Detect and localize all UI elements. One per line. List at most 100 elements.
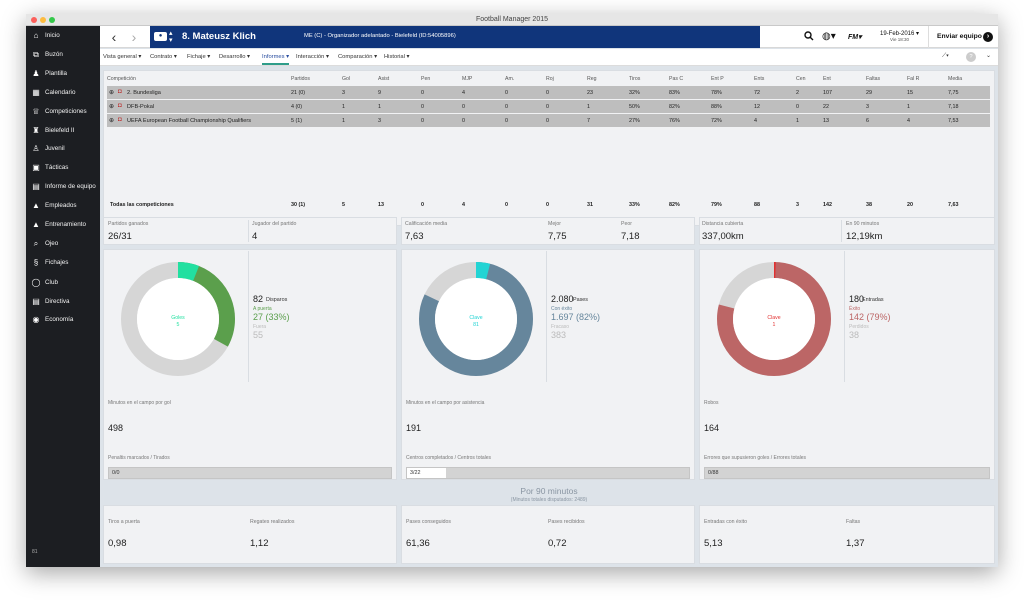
tab-7[interactable]: Historial ▾	[384, 54, 409, 60]
player-name[interactable]: 8. Mateusz Klich	[182, 31, 256, 42]
send-team-button[interactable]: Enviar equipo ›	[928, 26, 998, 48]
sidebar-item-9[interactable]: ▲ Empleados	[26, 196, 100, 215]
sidebar-item-10[interactable]: ▲ Entrenamiento	[26, 215, 100, 234]
sidebar-item-1[interactable]: ⧉ Buzón	[26, 45, 100, 64]
column-header[interactable]: Pas C	[669, 76, 684, 82]
tab-3[interactable]: Desarrollo ▾	[219, 54, 250, 60]
column-header[interactable]: Asist	[378, 76, 390, 82]
competition-name[interactable]: 2. Bundesliga	[127, 89, 161, 96]
per90-value: 1,12	[250, 538, 269, 549]
table-cell: 50%	[629, 103, 640, 110]
column-header[interactable]: Partidos	[291, 76, 311, 82]
summary-label: Mejor	[548, 221, 561, 227]
column-header[interactable]: Ent	[823, 76, 831, 82]
column-header[interactable]: Fal R	[907, 76, 920, 82]
sidebar-item-6[interactable]: ♙ Juvenil	[26, 139, 100, 158]
expand-icon[interactable]: ⊕	[109, 118, 115, 124]
sidebar-item-4[interactable]: ♕ Competiciones	[26, 102, 100, 121]
expand-icon[interactable]: ⊕	[109, 104, 115, 110]
sidebar-item-13[interactable]: ◯ Club	[26, 273, 100, 292]
column-header[interactable]: Reg	[587, 76, 597, 82]
table-cell: 4	[754, 117, 757, 124]
divider	[844, 251, 845, 382]
sidebar-item-15[interactable]: ◉ Economía	[26, 310, 100, 329]
column-header[interactable]: Media	[948, 76, 963, 82]
table-cell: 7,53	[948, 117, 959, 124]
youth-icon: ♙	[32, 144, 40, 153]
fm-logo-icon[interactable]: FM▾	[848, 34, 862, 41]
sidebar-item-3[interactable]: ▦ Calendario	[26, 83, 100, 102]
column-header[interactable]: Gol	[342, 76, 351, 82]
sidebar-item-8[interactable]: ▤ Informe de equipo	[26, 177, 100, 196]
table-row[interactable]	[107, 86, 990, 99]
donut-total-label: Pases	[573, 297, 588, 303]
minimize-window-button[interactable]	[40, 17, 46, 23]
donut-center-label: Clave	[767, 315, 780, 321]
table-row[interactable]	[107, 114, 990, 127]
table-row[interactable]	[107, 100, 990, 113]
column-header[interactable]: Cen	[796, 76, 806, 82]
competition-badge-icon: ◘	[118, 117, 122, 123]
column-header[interactable]: Pen	[421, 76, 431, 82]
sidebar-item-5[interactable]: ♜ Bielefeld II	[26, 121, 100, 140]
tab-0[interactable]: Vista general ▾	[103, 54, 141, 60]
sort-arrows-icon[interactable]: ▴ ▾	[169, 30, 173, 44]
close-window-button[interactable]	[31, 17, 37, 23]
sidebar-item-12[interactable]: § Fichajes	[26, 253, 100, 272]
progress-value: 0/88	[708, 470, 719, 476]
sidebar-item-7[interactable]: ▣ Tácticas	[26, 158, 100, 177]
table-cell: 7,75	[948, 89, 959, 96]
summary-value: 7,18	[621, 231, 640, 242]
column-header[interactable]: Competición	[107, 76, 136, 82]
per90-label: Pases recibidos	[548, 519, 585, 525]
tab-1[interactable]: Contrato ▾	[150, 54, 177, 60]
back-button[interactable]: ‹	[111, 29, 117, 45]
finances-icon: ◉	[32, 315, 40, 324]
table-cell: 4	[462, 89, 465, 96]
table-cell: 29	[866, 89, 872, 96]
staff-icon: ▲	[32, 201, 40, 210]
chevron-down-icon: ▾	[136, 54, 142, 60]
column-header[interactable]: Ents	[754, 76, 765, 82]
edit-icon[interactable]: ⟋▾	[942, 53, 949, 59]
tab-6[interactable]: Comparación ▾	[338, 54, 377, 60]
column-header[interactable]: Ent P	[711, 76, 724, 82]
bar-label: Penaltis marcados / Tirados	[108, 455, 170, 461]
tab-2[interactable]: Fichaje ▾	[187, 54, 210, 60]
club-icon: ◯	[31, 278, 41, 287]
help-icon[interactable]: ?	[966, 52, 976, 62]
forward-button[interactable]: ›	[131, 29, 137, 45]
sidebar-item-11[interactable]: ⌕ Ojeo	[26, 234, 100, 253]
tab-5[interactable]: Interacción ▾	[296, 54, 329, 60]
column-header[interactable]: Am.	[505, 76, 515, 82]
table-cell: 22	[823, 103, 829, 110]
donut-low-label: Fracaso	[551, 324, 570, 330]
summary-value: 12,19km	[846, 231, 883, 242]
table-cell: 21 (0)	[291, 89, 306, 96]
competition-name[interactable]: UEFA European Football Championship Qual…	[127, 117, 252, 124]
competition-name[interactable]: DFB-Pokal	[127, 103, 155, 110]
title-bar: Football Manager 2015	[26, 14, 998, 26]
column-header[interactable]: Roj	[546, 76, 554, 82]
column-header[interactable]: Faltas	[866, 76, 881, 82]
search-icon[interactable]	[804, 31, 814, 44]
sidebar-item-14[interactable]: ▤ Directiva	[26, 292, 100, 311]
per90-panel-3	[699, 505, 995, 564]
more-options-icon[interactable]: ⌄	[986, 53, 991, 59]
column-header[interactable]: Tiros	[629, 76, 641, 82]
sidebar-item-label: Bielefeld II	[45, 127, 75, 134]
game-date[interactable]: 19-Feb-2016 ▾ Vie 18:30	[880, 31, 920, 42]
column-header[interactable]: MJP	[462, 76, 473, 82]
zoom-window-button[interactable]	[49, 17, 55, 23]
globe-icon[interactable]: ◍▾	[822, 31, 836, 42]
sidebar-item-0[interactable]: ⌂ Inicio	[26, 26, 100, 45]
table-cell: 13	[823, 117, 829, 124]
per90-value: 1,37	[846, 538, 865, 549]
tab-4[interactable]: Informes ▾	[262, 54, 290, 65]
expand-icon[interactable]: ⊕	[109, 90, 115, 96]
table-cell: 32%	[629, 89, 640, 96]
table-cell: 6	[866, 117, 869, 124]
stat-value: 191	[406, 423, 422, 433]
sidebar-item-2[interactable]: ♟ Plantilla	[26, 64, 100, 83]
donut-mid-label: A puerta	[253, 306, 272, 312]
